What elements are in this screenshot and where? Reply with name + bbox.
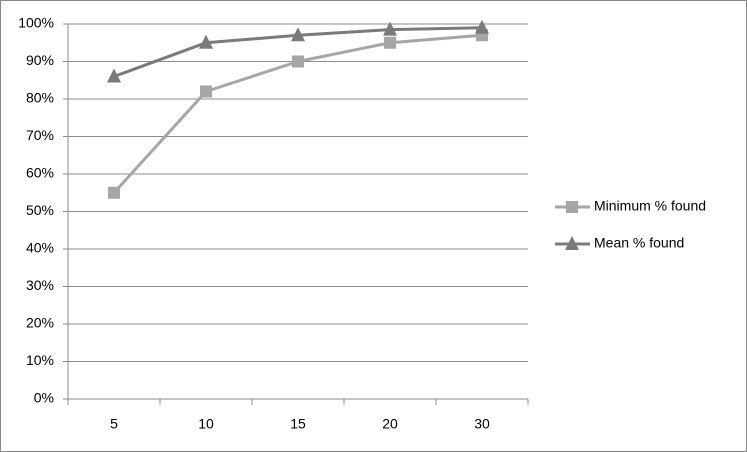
y-tick-label: 40% <box>26 240 54 256</box>
y-tick-label: 90% <box>26 52 54 68</box>
y-tick-label: 20% <box>26 315 54 331</box>
y-tick-label: 30% <box>26 277 54 293</box>
y-tick-label: 70% <box>26 127 54 143</box>
data-point <box>108 186 120 199</box>
data-point <box>292 55 304 68</box>
legend-label: Mean % found <box>594 235 684 251</box>
data-point <box>475 19 489 34</box>
data-point <box>383 21 397 36</box>
y-tick-label: 10% <box>26 352 54 368</box>
y-tick-label: 100% <box>18 15 54 31</box>
x-tick-label: 30 <box>474 416 490 432</box>
data-point <box>200 85 212 98</box>
data-point <box>291 27 305 42</box>
data-point <box>384 36 396 49</box>
legend-label: Minimum % found <box>594 198 706 214</box>
x-tick-label: 5 <box>110 416 118 432</box>
data-point <box>199 34 213 49</box>
y-tick-label: 60% <box>26 165 54 181</box>
x-tick-label: 20 <box>382 416 398 432</box>
legend-marker <box>565 236 579 250</box>
y-tick-label: 50% <box>26 202 54 218</box>
y-tick-label: 0% <box>34 390 54 406</box>
x-tick-label: 10 <box>198 416 214 432</box>
x-tick-label: 15 <box>290 416 306 432</box>
legend-marker <box>566 201 578 213</box>
data-point <box>107 68 121 83</box>
y-tick-label: 80% <box>26 90 54 106</box>
